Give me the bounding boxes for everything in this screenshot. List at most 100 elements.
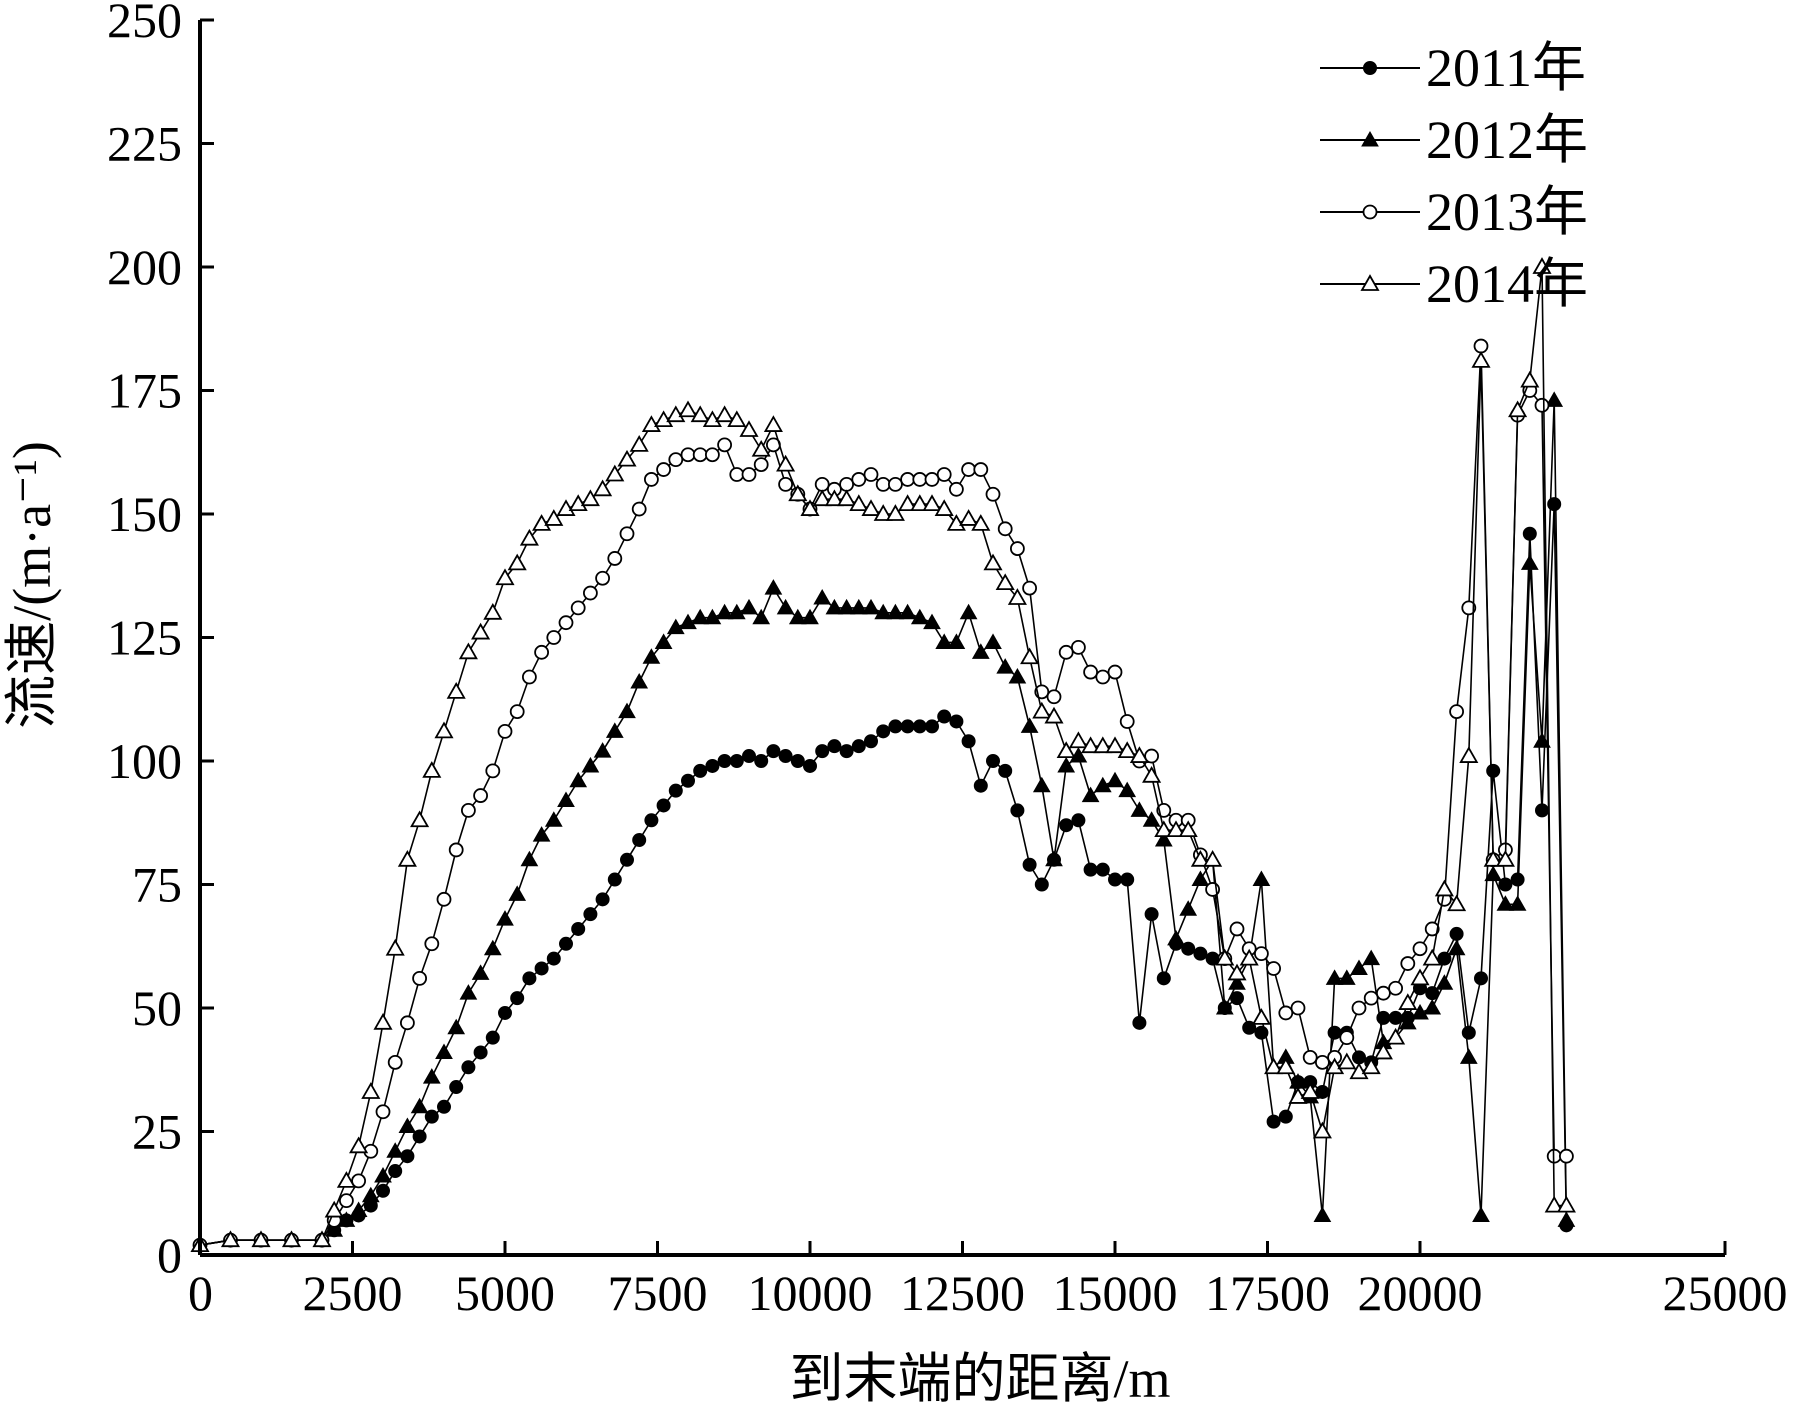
data-point bbox=[1300, 1082, 1320, 1099]
data-point bbox=[751, 439, 771, 457]
data-point bbox=[387, 1054, 403, 1070]
data-point bbox=[386, 1142, 405, 1158]
data-point bbox=[888, 476, 903, 492]
y-tick-label: 100 bbox=[107, 733, 182, 789]
data-point bbox=[473, 1045, 488, 1060]
data-point bbox=[778, 749, 793, 764]
data-point bbox=[1534, 397, 1550, 413]
data-point bbox=[510, 991, 525, 1006]
data-point bbox=[961, 462, 976, 477]
data-point bbox=[985, 486, 1001, 502]
data-point bbox=[1179, 900, 1198, 916]
data-point bbox=[1302, 1050, 1318, 1065]
data-point bbox=[1447, 939, 1466, 956]
data-point bbox=[873, 504, 893, 521]
x-tick-label: 10000 bbox=[748, 1265, 873, 1321]
data-point bbox=[1215, 998, 1234, 1015]
data-point bbox=[1535, 803, 1549, 818]
data-point bbox=[1130, 801, 1149, 817]
data-point bbox=[544, 811, 563, 827]
data-point bbox=[556, 499, 576, 516]
data-point bbox=[568, 494, 588, 512]
legend-label: 2014年 bbox=[1426, 254, 1588, 314]
data-point bbox=[376, 1183, 390, 1198]
x-tick-label: 25000 bbox=[1663, 1265, 1788, 1321]
data-point bbox=[361, 1186, 380, 1203]
data-point bbox=[312, 1230, 332, 1248]
data-point bbox=[410, 1097, 429, 1114]
data-point bbox=[702, 410, 722, 428]
data-point bbox=[471, 964, 490, 980]
data-point bbox=[1008, 668, 1027, 684]
data-point bbox=[1349, 1062, 1369, 1080]
data-point bbox=[1057, 756, 1076, 773]
data-point bbox=[864, 734, 878, 749]
data-point bbox=[1496, 895, 1515, 911]
data-point bbox=[1032, 776, 1051, 793]
data-point bbox=[618, 702, 636, 719]
data-point bbox=[1400, 956, 1416, 971]
data-point bbox=[1363, 990, 1379, 1006]
data-point bbox=[1544, 1195, 1564, 1213]
data-point bbox=[984, 633, 1002, 649]
data-point bbox=[644, 472, 659, 487]
data-point bbox=[1312, 1121, 1332, 1139]
data-point bbox=[959, 509, 979, 526]
data-point bbox=[825, 598, 844, 615]
data-point bbox=[1449, 926, 1464, 941]
data-point bbox=[1337, 969, 1356, 985]
data-point bbox=[546, 630, 562, 645]
data-point bbox=[1315, 1054, 1330, 1070]
data-point bbox=[251, 1230, 271, 1248]
legend-item: 2012年 bbox=[1320, 110, 1588, 170]
y-axis-title: 流速/(m·a⁻¹) bbox=[2, 441, 62, 729]
data-point bbox=[1447, 894, 1467, 912]
data-point bbox=[1178, 820, 1198, 838]
data-point bbox=[570, 600, 586, 616]
data-point bbox=[1007, 588, 1027, 605]
data-point bbox=[437, 1099, 451, 1114]
data-point bbox=[1083, 862, 1098, 877]
data-point bbox=[1461, 600, 1477, 616]
data-point bbox=[812, 489, 832, 507]
data-point bbox=[642, 648, 661, 664]
data-point bbox=[1119, 714, 1135, 729]
data-point bbox=[923, 613, 941, 630]
data-point bbox=[1228, 974, 1246, 990]
data-point bbox=[727, 410, 747, 428]
data-point bbox=[375, 1104, 391, 1120]
data-point bbox=[754, 754, 769, 768]
data-point bbox=[532, 514, 552, 531]
data-point bbox=[934, 499, 954, 516]
data-point bbox=[824, 489, 844, 507]
data-point bbox=[983, 553, 1003, 571]
data-point bbox=[473, 788, 489, 803]
data-point bbox=[788, 608, 807, 625]
data-point bbox=[693, 763, 708, 778]
data-point bbox=[1435, 974, 1454, 990]
y-tick-label: 175 bbox=[107, 363, 182, 419]
data-point bbox=[559, 936, 573, 951]
data-point bbox=[1046, 689, 1062, 705]
x-tick-label: 0 bbox=[188, 1265, 213, 1321]
data-point bbox=[1045, 850, 1063, 867]
x-tick-label: 7500 bbox=[608, 1265, 708, 1321]
data-point bbox=[374, 1166, 392, 1183]
data-point bbox=[996, 658, 1015, 674]
data-point bbox=[1276, 1057, 1296, 1075]
data-point bbox=[1093, 776, 1112, 793]
y-tick-label: 125 bbox=[107, 610, 182, 666]
data-point bbox=[1239, 948, 1259, 966]
series-line bbox=[199, 400, 1568, 1246]
data-point bbox=[605, 722, 624, 738]
data-point bbox=[412, 970, 428, 986]
data-point bbox=[448, 842, 464, 858]
data-point bbox=[1095, 669, 1111, 685]
data-point bbox=[336, 1171, 356, 1188]
data-point bbox=[498, 1005, 512, 1020]
data-point bbox=[1325, 969, 1344, 985]
data-point bbox=[495, 568, 515, 586]
data-point bbox=[705, 758, 720, 773]
legend-label: 2012年 bbox=[1426, 110, 1588, 170]
data-point bbox=[497, 723, 513, 739]
